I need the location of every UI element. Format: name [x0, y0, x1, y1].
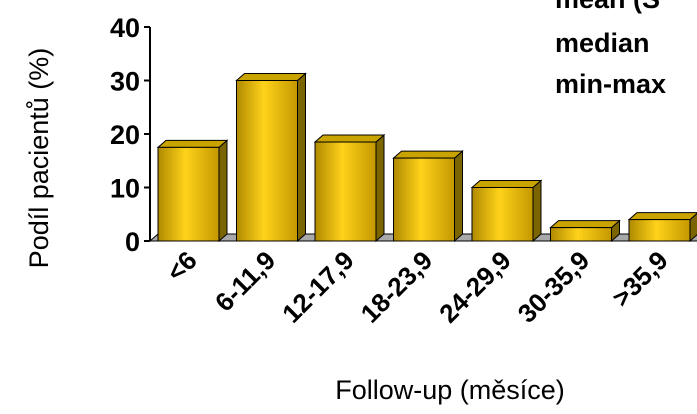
y-tick-label: 40: [110, 13, 140, 43]
x-category-label: 30-35,9: [512, 245, 596, 329]
bar-top: [156, 139, 229, 148]
stats-labels: mean (S median min-max: [555, 0, 666, 99]
x-category-label: 12-17,9: [276, 245, 360, 329]
bar-side: [454, 149, 463, 243]
bar-side: [532, 179, 542, 243]
stats-label: min-max: [555, 69, 666, 99]
x-category-label: 6-11,9: [209, 245, 281, 317]
y-tick-label: 10: [110, 174, 140, 204]
bar: [470, 179, 543, 243]
bar: [627, 212, 697, 243]
bar-top: [549, 220, 621, 229]
bar-top: [235, 73, 307, 81]
bar-side: [297, 72, 306, 243]
bars: [156, 72, 697, 243]
x-category-label: >35,9: [606, 245, 674, 313]
bar: [156, 139, 229, 243]
bar: [549, 219, 621, 243]
stats-label: median: [555, 28, 650, 58]
x-category-label: 24-29,9: [433, 245, 517, 329]
bar-front: [471, 187, 534, 242]
bar-front: [393, 157, 455, 242]
bar-front: [550, 227, 612, 242]
y-axis: [144, 26, 151, 242]
y-tick-label: 30: [110, 67, 140, 97]
bar-side: [375, 133, 385, 243]
x-category-label: 18-23,9: [355, 245, 439, 329]
bar-top: [392, 150, 464, 159]
bar-front: [157, 146, 220, 242]
bar-front: [236, 80, 298, 242]
bar: [313, 133, 386, 243]
bar-side: [218, 139, 228, 243]
bar-top: [470, 180, 543, 188]
bar-front: [628, 219, 691, 242]
x-category-label: <6: [161, 245, 203, 287]
x-category-labels: <6 6-11,912-17,918-23,924-29,930-35,9 >35,…: [161, 245, 674, 329]
x-axis-title: Follow-up (měsíce): [335, 375, 565, 405]
y-tick-labels: 0 10 20 30 40: [110, 13, 140, 257]
bar-top: [627, 212, 697, 221]
bar: [392, 149, 464, 243]
y-tick-label: 20: [110, 120, 140, 150]
y-tick-label: 0: [125, 227, 140, 257]
bar-front: [314, 141, 377, 242]
bar-top: [313, 134, 386, 143]
bar: [235, 72, 307, 243]
stats-label: mean (S: [555, 0, 660, 14]
y-axis-title: Podíl pacientů (%): [24, 48, 54, 269]
